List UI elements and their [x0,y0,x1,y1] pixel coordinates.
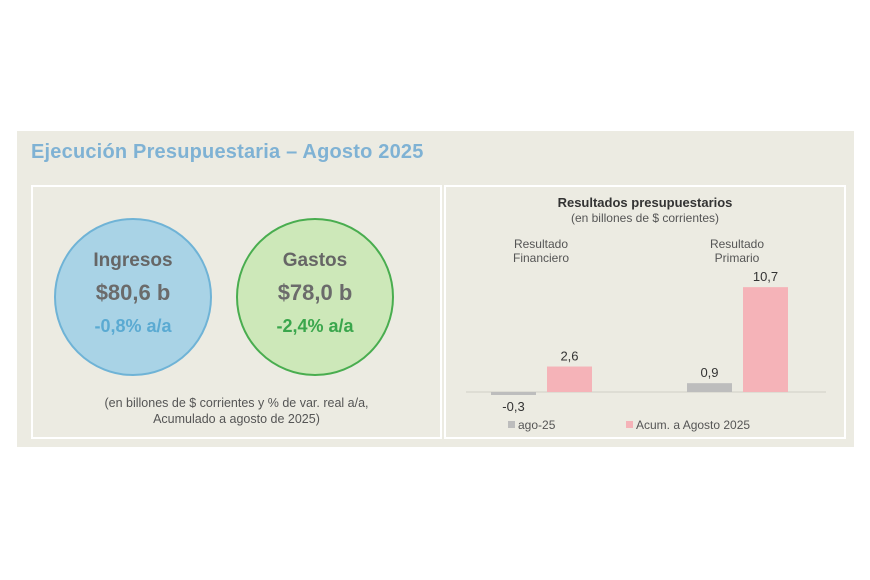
note-line-2: Acumulado a agosto de 2025) [153,412,320,426]
chart-title: Resultados presupuestarios [557,195,733,210]
chart-subtitle: (en billones de $ corrientes) [570,211,720,225]
ingresos-value: $80,6 b [95,280,171,305]
bar-acum-primario [743,287,788,392]
category-label-line: Primario [714,251,760,265]
chart-panel: Resultados presupuestarios (en billones … [444,185,846,439]
gastos-variation: -2,4% a/a [276,316,354,336]
legend-item-acum: Acum. a Agosto 2025 [626,418,750,432]
data-label: 10,7 [753,269,778,284]
category-label-line: Resultado [513,237,569,251]
gastos-label: Gastos [282,250,348,271]
ingresos-variation: -0,8% a/a [94,316,172,336]
category-label-line: Financiero [512,251,570,265]
ingresos-circle: Ingresos $80,6 b -0,8% a/a [54,218,212,376]
legend-label: ago-25 [518,418,556,432]
summary-note: (en billones de $ corrientes y % de var.… [33,395,440,427]
data-label: 2,6 [560,349,578,364]
legend-swatch [626,421,633,428]
gastos-value: $78,0 b [277,280,353,305]
category-label-line: Resultado [709,237,765,251]
summary-panel: Ingresos $80,6 b -0,8% a/a Gastos $78,0 … [31,185,442,439]
bar-acum-financiero [547,366,592,392]
ingresos-label: Ingresos [93,250,173,271]
bar-chart: -0,3 0,9 2,6 10,7 [466,269,826,414]
legend-label: Acum. a Agosto 2025 [636,418,751,432]
data-label: -0,3 [502,399,524,414]
bar-ago-25-primario [687,383,732,392]
note-line-1: (en billones de $ corrientes y % de var.… [104,396,369,410]
card-title: Ejecución Presupuestaria – Agosto 2025 [31,141,424,163]
budget-execution-card: Ejecución Presupuestaria – Agosto 2025 I… [17,131,854,447]
legend-swatch [508,421,515,428]
gastos-circle: Gastos $78,0 b -2,4% a/a [236,218,394,376]
category-label-financiero: Resultado Financiero [491,237,591,265]
bar-ago-25-financiero [491,392,536,395]
data-label: 0,9 [700,365,718,380]
category-label-primario: Resultado Primario [687,237,787,265]
legend-item-ago-25: ago-25 [508,418,555,432]
